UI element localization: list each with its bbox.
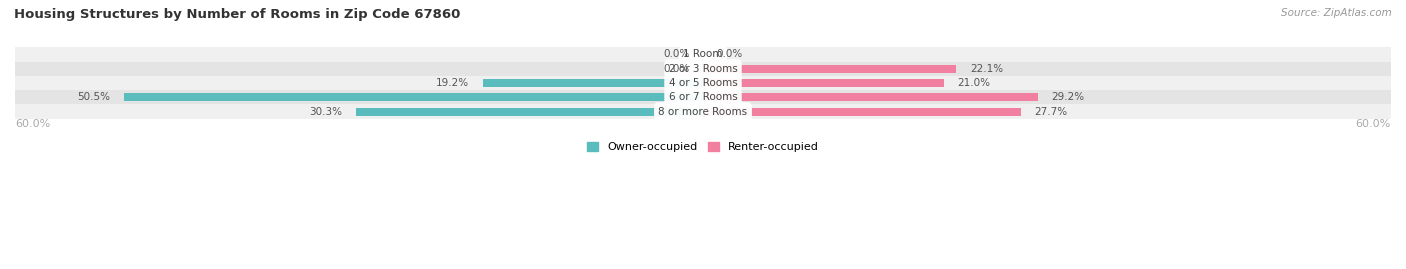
Legend: Owner-occupied, Renter-occupied: Owner-occupied, Renter-occupied [586, 142, 820, 153]
Text: Housing Structures by Number of Rooms in Zip Code 67860: Housing Structures by Number of Rooms in… [14, 8, 460, 21]
Text: 29.2%: 29.2% [1052, 92, 1084, 102]
Text: 27.7%: 27.7% [1035, 107, 1067, 116]
Text: 2 or 3 Rooms: 2 or 3 Rooms [669, 64, 737, 74]
Text: 22.1%: 22.1% [970, 64, 1004, 74]
Bar [15, 62, 1391, 76]
Text: 1 Room: 1 Room [683, 49, 723, 59]
Text: 30.3%: 30.3% [309, 107, 342, 116]
Text: Source: ZipAtlas.com: Source: ZipAtlas.com [1281, 8, 1392, 18]
Bar [703, 93, 1038, 101]
Text: 0.0%: 0.0% [664, 64, 689, 74]
Bar [356, 108, 703, 115]
Bar [124, 93, 703, 101]
Bar [15, 90, 1391, 104]
Text: 60.0%: 60.0% [1355, 119, 1391, 129]
Bar [703, 65, 956, 73]
Text: 0.0%: 0.0% [717, 49, 742, 59]
Text: 4 or 5 Rooms: 4 or 5 Rooms [669, 78, 737, 88]
Text: 19.2%: 19.2% [436, 78, 470, 88]
Text: 21.0%: 21.0% [957, 78, 991, 88]
Bar [482, 79, 703, 87]
Text: 50.5%: 50.5% [77, 92, 110, 102]
Bar [15, 76, 1391, 90]
Text: 0.0%: 0.0% [664, 49, 689, 59]
Text: 6 or 7 Rooms: 6 or 7 Rooms [669, 92, 737, 102]
Bar [15, 104, 1391, 119]
Text: 60.0%: 60.0% [15, 119, 51, 129]
Bar [703, 79, 943, 87]
Bar [15, 47, 1391, 62]
Text: 8 or more Rooms: 8 or more Rooms [658, 107, 748, 116]
Bar [703, 108, 1021, 115]
